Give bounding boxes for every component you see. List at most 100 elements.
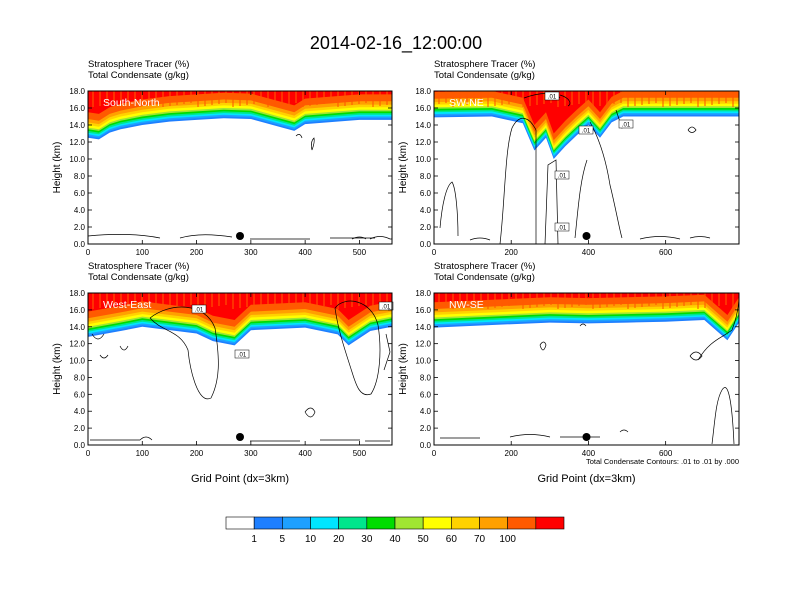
colorbar-label: 5 [280,534,286,545]
tracer-streak [683,293,685,306]
tracer-streak [634,293,636,308]
plot-frame [433,292,740,446]
colorbar-swatch [422,516,452,530]
tracer-streak [386,293,388,307]
tracer-streak [330,91,332,103]
tracer-streak [704,91,706,106]
panel-subtitle: Total Condensate (g/kg) [88,70,189,81]
tracer-streak [459,91,461,106]
tracer-streak [288,293,290,306]
tracer-field [434,293,739,341]
tracer-streak [585,293,587,305]
y-axis-label: Height (km) [398,343,409,395]
tracer-streak [372,293,374,309]
tracer-streak [452,91,454,107]
x-axis-label: Grid Point (dx=3km) [191,473,289,485]
contour-line [91,333,129,359]
contour-line [689,351,703,361]
panel-label: SW-NE [449,97,484,109]
y-tick-label: 10.0 [69,155,85,164]
y-tick-label: 8.0 [420,373,432,382]
tracer-streak [288,91,290,104]
y-tick-label: 2.0 [74,424,86,433]
tracer-streak [732,91,734,107]
panel-title: Stratosphere Tracer (%) [434,261,535,272]
colorbar-label: 30 [361,534,373,545]
contour-line [499,118,537,244]
y-tick-label: 8.0 [74,373,86,382]
contour-label-box [544,91,560,101]
tracer-streak [438,293,440,306]
tracer-streak [592,91,594,107]
tracer-streak [662,91,664,107]
tracer-streak [148,293,150,306]
location-marker [582,232,591,240]
panel-title: Stratosphere Tracer (%) [434,59,535,70]
contour-line [711,387,735,445]
tracer-streak [309,293,311,308]
contour-line [439,181,459,237]
y-tick-label: 2.0 [420,424,432,433]
y-tick-label: 16.0 [415,306,431,315]
tracer-streak [543,293,545,306]
y-tick-label: 4.0 [420,407,432,416]
x-tick-label: 500 [353,449,367,458]
contour-label: .01 [582,129,591,135]
y-tick-label: 10.0 [415,357,431,366]
tracer-streak [162,293,164,309]
x-tick-label: 100 [136,449,150,458]
tracer-streak [190,293,192,305]
tracer-streak [239,293,241,308]
contour-label-box [554,222,570,232]
colorbar-swatch [535,516,565,530]
tracer-streak [557,293,559,309]
y-tick-label: 10.0 [69,357,85,366]
y-tick-label: 12.0 [69,138,85,147]
y-tick-label: 0.0 [74,240,86,249]
tracer-streak [295,91,297,103]
tracer-streak [211,91,213,105]
contour-line [304,407,316,418]
tracer-streak [274,293,276,308]
tracer-streak [473,293,475,306]
tracer-streak [218,293,220,306]
tracer-streak [732,293,734,309]
tracer-streak [641,91,643,105]
colorbar-swatch [479,516,508,530]
contour-label: .01 [382,305,391,311]
x-tick-label: 0 [432,449,437,458]
x-tick-label: 400 [298,248,312,257]
y-tick-label: 2.0 [420,223,432,232]
location-marker [236,433,244,441]
tracer-streak [585,91,587,103]
tracer-streak [197,91,199,107]
panel-title: Stratosphere Tracer (%) [88,59,189,70]
y-axis-label: Height (km) [398,142,409,194]
tracer-streak [141,293,143,307]
contour-line [539,341,547,351]
tracer-streak [564,91,566,106]
tracer-streak [379,91,381,106]
tracer-streak [169,91,171,106]
tracer-streak [351,293,353,307]
tracer-streak [239,91,241,106]
y-tick-label: 16.0 [69,306,85,315]
y-tick-label: 6.0 [74,390,86,399]
tracer-streak [599,293,601,308]
y-tick-label: 8.0 [420,172,432,181]
x-tick-label: 100 [136,248,150,257]
tracer-streak [386,91,388,105]
tracer-streak [473,91,475,104]
tracer-streak [351,91,353,105]
tracer-field [88,293,392,346]
colorbar-label: 70 [474,534,486,545]
contour-label-box [578,125,594,135]
tracer-streak [183,293,185,306]
tracer-streak [120,293,122,305]
tracer-streak [379,293,381,308]
tracer-streak [690,293,692,305]
y-axis-label: Height (km) [52,142,63,194]
tracer-streak [711,91,713,105]
y-tick-label: 2.0 [74,223,86,232]
tracer-streak [480,293,482,305]
